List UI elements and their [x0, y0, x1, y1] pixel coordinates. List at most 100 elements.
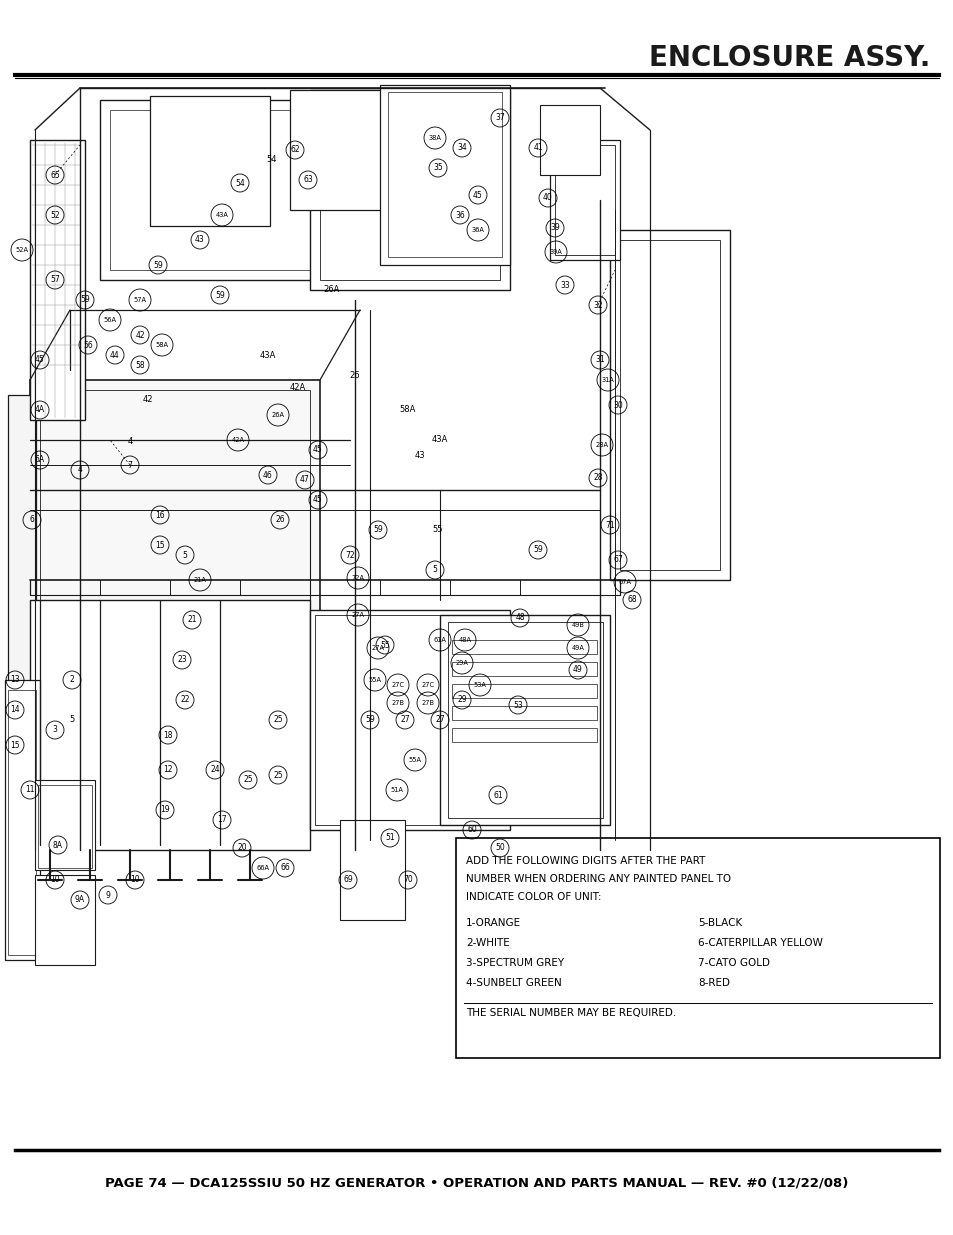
Bar: [38, 785, 91, 868]
Text: 65: 65: [51, 170, 60, 179]
Text: 62: 62: [290, 146, 299, 154]
Bar: [539, 105, 599, 175]
Text: 45: 45: [35, 356, 45, 364]
Text: 6-CATERPILLAR YELLOW: 6-CATERPILLAR YELLOW: [698, 939, 822, 948]
Text: 5-BLACK: 5-BLACK: [698, 918, 741, 927]
Text: ADD THE FOLLOWING DIGITS AFTER THE PART: ADD THE FOLLOWING DIGITS AFTER THE PART: [465, 856, 704, 866]
Text: 54: 54: [234, 179, 245, 188]
Text: 29: 29: [456, 695, 466, 704]
Text: 39: 39: [550, 224, 559, 232]
Text: 70: 70: [403, 876, 413, 884]
Bar: [310, 90, 510, 290]
Text: 30: 30: [613, 400, 622, 410]
Text: 36A: 36A: [471, 227, 484, 233]
Text: 59: 59: [153, 261, 163, 269]
Text: 40: 40: [542, 194, 553, 203]
Bar: [439, 615, 609, 825]
Text: 4: 4: [128, 437, 132, 447]
Text: 59: 59: [214, 290, 225, 300]
Text: 46: 46: [263, 471, 273, 479]
Text: 45: 45: [313, 446, 322, 454]
Bar: [452, 662, 597, 676]
Text: 45: 45: [473, 190, 482, 200]
Text: 50: 50: [495, 844, 504, 852]
Bar: [310, 610, 510, 830]
Text: 26: 26: [350, 370, 360, 379]
Text: 54: 54: [267, 156, 277, 164]
Text: 4A: 4A: [35, 405, 45, 415]
Text: 49: 49: [573, 666, 582, 674]
Text: 43A: 43A: [259, 351, 276, 359]
Text: 37: 37: [495, 114, 504, 122]
Text: 27B: 27B: [391, 700, 404, 706]
Text: 24: 24: [210, 766, 219, 774]
Text: 4: 4: [77, 466, 82, 474]
Bar: [314, 615, 504, 825]
Text: 14: 14: [10, 705, 20, 715]
Text: 72: 72: [345, 551, 355, 559]
Text: 27A: 27A: [351, 613, 364, 618]
Text: 5: 5: [70, 715, 74, 725]
Text: 33: 33: [559, 280, 569, 289]
Text: 42: 42: [143, 395, 153, 405]
Text: 16: 16: [155, 510, 165, 520]
Text: 22: 22: [180, 695, 190, 704]
Text: INDICATE COLOR OF UNIT:: INDICATE COLOR OF UNIT:: [465, 892, 601, 902]
Bar: [319, 100, 499, 280]
Text: 8A: 8A: [53, 841, 63, 850]
Bar: [35, 876, 95, 965]
Bar: [388, 91, 501, 257]
Text: 57: 57: [51, 275, 60, 284]
Bar: [5, 680, 40, 960]
Bar: [35, 781, 95, 869]
Text: 21: 21: [187, 615, 196, 625]
Text: 44: 44: [110, 351, 120, 359]
Text: 35: 35: [433, 163, 442, 173]
Text: 55: 55: [433, 526, 443, 535]
Text: 27B: 27B: [421, 700, 434, 706]
Text: 58A: 58A: [399, 405, 416, 415]
Text: 61A: 61A: [433, 637, 446, 643]
Text: 59: 59: [533, 546, 542, 555]
Text: 42: 42: [135, 331, 145, 340]
Text: 6: 6: [30, 515, 34, 525]
Text: 43: 43: [415, 451, 425, 459]
Text: 15: 15: [155, 541, 165, 550]
Text: 21A: 21A: [193, 577, 206, 583]
Text: 20: 20: [237, 844, 247, 852]
Bar: [448, 622, 602, 818]
Text: 55A: 55A: [368, 677, 381, 683]
Text: 25: 25: [243, 776, 253, 784]
Bar: [8, 395, 36, 755]
Text: 58: 58: [135, 361, 145, 369]
Text: 13: 13: [10, 676, 20, 684]
Text: 12: 12: [163, 766, 172, 774]
Text: 4-SUNBELT GREEN: 4-SUNBELT GREEN: [465, 978, 561, 988]
Text: 49B: 49B: [571, 622, 584, 629]
Bar: [452, 727, 597, 742]
Text: 27C: 27C: [391, 682, 404, 688]
Text: 41: 41: [533, 143, 542, 152]
Text: 71: 71: [604, 520, 614, 530]
Text: 51A: 51A: [390, 787, 403, 793]
Bar: [609, 230, 729, 580]
Text: 2-WHITE: 2-WHITE: [465, 939, 509, 948]
Text: 60: 60: [467, 825, 476, 835]
Text: 2: 2: [70, 676, 74, 684]
Text: 67A: 67A: [618, 579, 631, 585]
Text: 49A: 49A: [571, 645, 584, 651]
Text: 59: 59: [373, 526, 382, 535]
Text: 32: 32: [593, 300, 602, 310]
Text: 68: 68: [626, 595, 637, 604]
Text: 9A: 9A: [75, 895, 85, 904]
Text: 39A: 39A: [549, 249, 561, 254]
Text: 28A: 28A: [595, 442, 608, 448]
Bar: [452, 706, 597, 720]
Text: 18: 18: [163, 730, 172, 740]
Bar: [150, 96, 270, 226]
Text: 27A: 27A: [371, 645, 384, 651]
Text: 19: 19: [160, 805, 170, 815]
Text: NUMBER WHEN ORDERING ANY PAINTED PANEL TO: NUMBER WHEN ORDERING ANY PAINTED PANEL T…: [465, 874, 730, 884]
Text: 43A: 43A: [432, 436, 448, 445]
Text: 17: 17: [217, 815, 227, 825]
